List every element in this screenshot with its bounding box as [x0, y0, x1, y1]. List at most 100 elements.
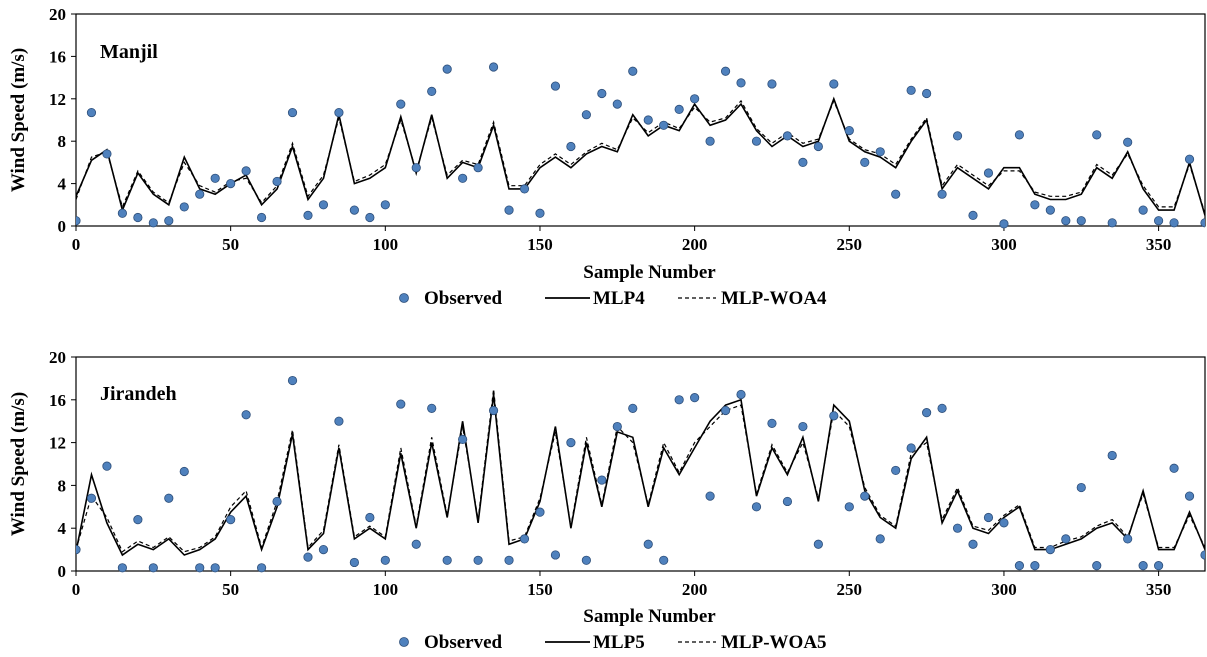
- observed-point: [860, 157, 870, 167]
- observed-point: [1030, 561, 1040, 571]
- x-tick-label: 300: [991, 580, 1017, 599]
- y-tick-label: 12: [49, 434, 66, 453]
- observed-point: [334, 416, 344, 426]
- observed-point: [1107, 218, 1117, 228]
- plot-area: [76, 375, 1205, 573]
- observed-point: [782, 131, 793, 141]
- observed-point: [612, 421, 622, 432]
- observed-point: [999, 219, 1009, 229]
- observed-point: [922, 88, 932, 99]
- observed-point: [256, 563, 267, 573]
- observed-point: [396, 399, 406, 409]
- observed-point: [952, 131, 963, 141]
- observed-point: [380, 200, 390, 210]
- y-tick-label: 16: [49, 391, 66, 410]
- observed-point: [813, 141, 823, 152]
- observed-point: [442, 64, 452, 74]
- observed-point: [690, 94, 700, 104]
- y-tick-label: 0: [58, 217, 67, 236]
- y-tick-label: 4: [58, 175, 67, 194]
- observed-point: [1014, 130, 1025, 140]
- x-tick-label: 0: [72, 235, 81, 254]
- observed-point: [813, 539, 823, 549]
- observed-point: [875, 147, 885, 157]
- x-tick-label: 250: [837, 580, 863, 599]
- observed-point: [195, 189, 205, 199]
- legend-observed-label: Observed: [424, 288, 503, 309]
- observed-point: [798, 421, 808, 432]
- observed-point: [597, 88, 607, 99]
- x-tick-label: 50: [222, 235, 239, 254]
- x-tick-label: 250: [837, 235, 863, 254]
- observed-point: [458, 434, 468, 444]
- observed-point: [968, 539, 978, 549]
- observed-point: [148, 218, 158, 228]
- x-tick-label: 150: [527, 580, 553, 599]
- observed-point: [1076, 482, 1086, 493]
- observed-point: [303, 210, 313, 220]
- observed-point: [1184, 491, 1195, 501]
- x-tick-label: 350: [1146, 580, 1172, 599]
- observed-point: [1123, 534, 1133, 544]
- observed-point: [133, 515, 143, 525]
- legend-observed-marker: [399, 637, 409, 647]
- observed-point: [628, 66, 638, 76]
- observed-point: [519, 534, 530, 544]
- observed-point: [148, 563, 158, 573]
- observed-point: [659, 555, 669, 565]
- observed-point: [427, 403, 437, 413]
- observed-point: [133, 212, 143, 223]
- observed-point: [102, 149, 112, 159]
- observed-point: [643, 539, 653, 549]
- y-tick-label: 16: [49, 47, 66, 66]
- observed-point: [226, 515, 236, 525]
- jirandeh-panel: Jirandeh Wind Speed (m/s) Sample Number …: [8, 348, 1206, 653]
- observed-point: [241, 166, 251, 176]
- observed-point: [767, 79, 777, 89]
- legend-observed-marker: [399, 293, 409, 303]
- observed-point: [1138, 561, 1148, 571]
- observed-point: [473, 163, 483, 173]
- observed-point: [380, 555, 390, 565]
- observed-point: [1092, 561, 1102, 571]
- observed-point: [117, 563, 127, 573]
- observed-point: [782, 496, 793, 507]
- observed-point: [875, 534, 885, 544]
- observed-point: [860, 491, 870, 501]
- legend-mlp-woa-label: MLP-WOA5: [721, 632, 827, 653]
- observed-point: [767, 418, 777, 428]
- mlp-woa-line: [76, 389, 1205, 553]
- observed-point: [86, 493, 97, 503]
- observed-point: [844, 126, 854, 136]
- observed-point: [751, 502, 762, 512]
- observed-point: [844, 502, 854, 512]
- observed-point: [1169, 463, 1179, 473]
- observed-point: [519, 184, 530, 194]
- observed-point: [1092, 130, 1102, 140]
- observed-point: [1045, 544, 1055, 555]
- panel-title: Manjil: [100, 41, 158, 63]
- observed-point: [798, 157, 808, 167]
- legend: Observed MLP5 MLP-WOA5: [399, 632, 827, 653]
- y-tick-label: 4: [58, 519, 67, 538]
- x-tick-label: 300: [991, 235, 1017, 254]
- legend-mlp-label: MLP5: [593, 632, 645, 653]
- x-tick-label: 150: [527, 235, 553, 254]
- observed-point: [488, 405, 499, 416]
- observed-point: [690, 393, 700, 403]
- observed-point: [1200, 218, 1205, 228]
- observed-point: [952, 523, 963, 533]
- observed-point: [1107, 450, 1117, 461]
- observed-point: [504, 555, 514, 565]
- observed-point: [566, 437, 576, 448]
- observed-point: [1169, 218, 1179, 228]
- observed-point: [488, 62, 499, 72]
- observed-point: [458, 173, 468, 183]
- observed-point: [720, 405, 731, 416]
- observed-point: [76, 545, 81, 555]
- observed-point: [210, 173, 220, 183]
- observed-point: [411, 539, 421, 549]
- y-tick-label: 8: [58, 132, 67, 151]
- observed-point: [659, 120, 669, 130]
